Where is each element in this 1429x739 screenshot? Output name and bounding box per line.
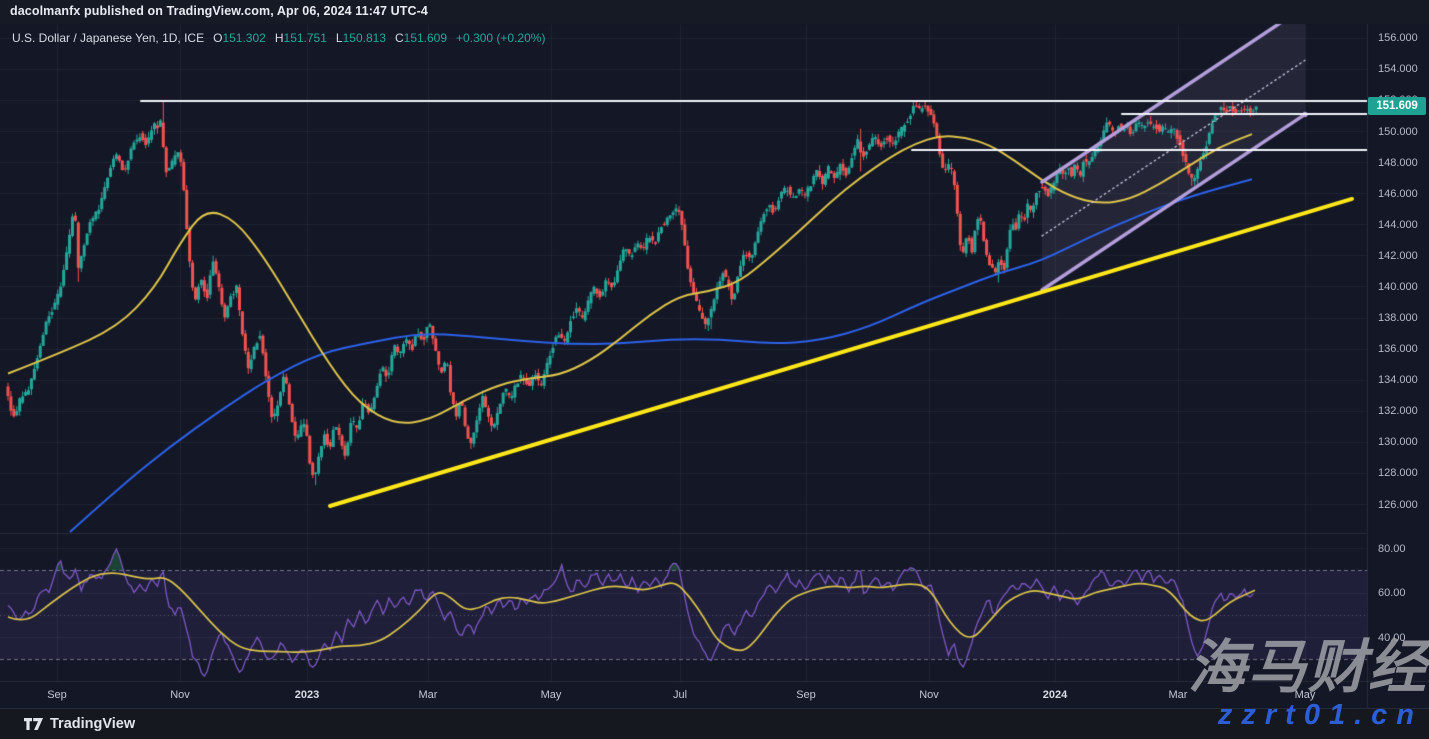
time-tick: Mar bbox=[418, 689, 438, 701]
price-tick: 140.000 bbox=[1378, 280, 1418, 293]
time-tick: 2023 bbox=[294, 689, 320, 701]
price-tick: 142.000 bbox=[1378, 249, 1418, 262]
rsi-tick: 80.00 bbox=[1378, 542, 1406, 555]
rsi-tick: 60.00 bbox=[1378, 587, 1406, 599]
watermark-url: zzrt01.cn bbox=[1217, 699, 1423, 731]
ohlc-low: L150.813 bbox=[335, 31, 386, 45]
tradingview-label[interactable]: TradingView bbox=[50, 716, 136, 732]
price-tick: 138.000 bbox=[1378, 312, 1418, 325]
price-tick: 126.000 bbox=[1378, 498, 1418, 511]
price-tick: 150.000 bbox=[1378, 125, 1418, 138]
last-price-label: 151.609 bbox=[1368, 97, 1426, 115]
ohlc-close: C151.609 bbox=[394, 31, 448, 45]
tradingview-footer: TradingView bbox=[0, 708, 1429, 739]
ohlc-high: H151.751 bbox=[274, 31, 327, 45]
symbol-legend: U.S. Dollar / Japanese Yen, 1D, ICE O151.… bbox=[12, 31, 545, 45]
time-tick: May bbox=[1294, 689, 1316, 701]
tradingview-logo-icon[interactable] bbox=[24, 718, 43, 730]
time-tick: Nov bbox=[919, 689, 939, 701]
change-value: +0.300 (+0.20%) bbox=[456, 31, 546, 45]
time-tick: Sep bbox=[47, 689, 67, 701]
watermark-text: 海马财经 bbox=[1187, 635, 1428, 700]
price-tick: 128.000 bbox=[1378, 467, 1418, 480]
price-tick: 154.000 bbox=[1378, 63, 1418, 76]
time-tick: Nov bbox=[170, 689, 190, 701]
price-tick: 134.000 bbox=[1378, 374, 1418, 387]
time-tick: 2024 bbox=[1042, 689, 1068, 701]
price-tick: 132.000 bbox=[1378, 405, 1418, 418]
price-tick: 130.000 bbox=[1378, 436, 1418, 449]
price-tick: 144.000 bbox=[1378, 218, 1418, 231]
ohlc-open: O151.302 bbox=[213, 31, 266, 45]
time-tick: Sep bbox=[796, 689, 816, 701]
symbol-title[interactable]: U.S. Dollar / Japanese Yen, 1D, ICE bbox=[12, 31, 205, 45]
price-tick: 148.000 bbox=[1378, 156, 1418, 169]
time-tick: May bbox=[540, 689, 562, 701]
time-tick: Mar bbox=[1168, 689, 1188, 701]
price-tick: 136.000 bbox=[1378, 343, 1418, 356]
time-tick: Jul bbox=[672, 689, 688, 701]
price-tick: 146.000 bbox=[1378, 187, 1418, 200]
rsi-tick: 40.00 bbox=[1378, 631, 1406, 644]
price-tick: 156.000 bbox=[1378, 32, 1418, 45]
